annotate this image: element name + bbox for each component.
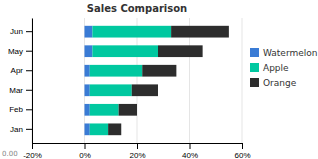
tick-label: 40% [182, 151, 198, 159]
tick-label: Mar [9, 86, 23, 95]
tick-label: Feb [9, 105, 23, 114]
axis-line [32, 19, 33, 144]
bar [85, 65, 90, 77]
legend: Watermelon Apple Orange [250, 48, 317, 88]
bars [85, 26, 229, 135]
tick: 0% [79, 143, 91, 159]
y-axis: Jan Feb Mar Apr May Jun [8, 19, 33, 144]
tick-label: Apr [11, 66, 24, 75]
tick-label: 0% [79, 151, 91, 159]
tick: Apr [11, 66, 32, 75]
chart: -20% 0% 20% 40% 60% Jan Feb Mar Apr May Jun Sales C… [0, 0, 318, 159]
bar [108, 123, 121, 135]
grid-line [32, 18, 33, 143]
tick-mark [26, 51, 32, 52]
bar [92, 45, 158, 57]
tick-mark [32, 143, 33, 149]
series [108, 26, 229, 135]
bar [132, 84, 158, 96]
tick-label: 20% [129, 151, 145, 159]
tick: 20% [129, 143, 145, 159]
bar [142, 65, 176, 77]
tick-label: Jun [10, 27, 23, 36]
grid [32, 18, 242, 143]
tick: Mar [9, 86, 32, 95]
legend-swatch [250, 48, 259, 57]
bar [90, 65, 143, 77]
tick-mark [242, 143, 243, 149]
annotation: 0.00 [2, 150, 18, 158]
bar [90, 123, 108, 135]
tick-mark [190, 143, 191, 149]
bar [85, 104, 90, 116]
x-axis: -20% 0% 20% 40% 60% [23, 143, 250, 159]
title: Sales Comparison [87, 3, 187, 14]
legend-label: Apple [263, 63, 289, 73]
plot: -20% 0% 20% 40% 60% Jan Feb Mar Apr May Jun [8, 18, 251, 159]
tick: -20% [23, 143, 42, 159]
legend-label: Orange [263, 78, 297, 88]
tick-mark [26, 90, 32, 91]
tick-mark [26, 31, 32, 32]
legend-swatch [250, 78, 259, 87]
legend-label: Watermelon [263, 48, 317, 58]
tick-label: 60% [234, 151, 250, 159]
bar [85, 45, 93, 57]
bar [158, 45, 203, 57]
tick-mark [85, 143, 86, 149]
bar [119, 104, 137, 116]
bar [85, 123, 90, 135]
legend-item: Watermelon [250, 48, 317, 58]
tick-mark [26, 109, 32, 110]
bar [171, 26, 229, 38]
tick: Jan [10, 125, 32, 134]
series [90, 26, 171, 135]
bar [90, 104, 119, 116]
bar [85, 84, 90, 96]
legend-item: Orange [250, 78, 297, 88]
tick-mark [26, 70, 32, 71]
bar [90, 84, 132, 96]
tick-mark [26, 129, 32, 130]
series [85, 26, 93, 135]
bar [85, 26, 93, 38]
tick-label: -20% [23, 151, 42, 159]
legend-item: Apple [250, 63, 289, 73]
tick: 40% [182, 143, 198, 159]
tick: Jun [10, 27, 32, 36]
legend-swatch [250, 63, 259, 72]
bar [92, 26, 171, 38]
tick-label: Jan [10, 125, 23, 134]
tick-label: May [8, 47, 23, 56]
tick: Feb [9, 105, 32, 114]
grid-line [242, 18, 243, 143]
tick: 60% [234, 143, 250, 159]
tick-mark [137, 143, 138, 149]
tick: May [8, 47, 32, 56]
